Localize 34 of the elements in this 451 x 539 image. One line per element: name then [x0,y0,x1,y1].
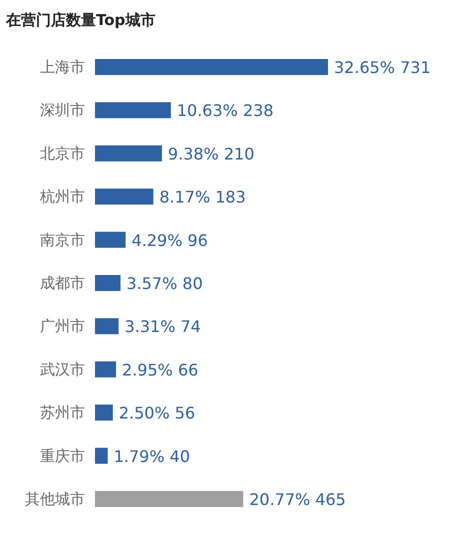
chart-title: 在营门店数量Top城市 [5,11,156,29]
y-tick-label: 广州市 [40,317,85,336]
data-label: 9.38% 210 [168,144,254,164]
bar [95,232,126,248]
bar [95,318,119,334]
y-tick-label: 深圳市 [40,101,85,120]
data-label: 32.65% 731 [334,58,431,77]
y-tick-label: 上海市 [40,58,85,76]
bar [95,102,171,118]
bar [95,448,108,464]
bar [95,404,113,421]
data-label: 4.29% 96 [132,230,208,250]
data-label: 1.79% 40 [114,446,190,466]
y-tick-label: 苏州市 [40,404,85,422]
data-label: 3.57% 80 [126,274,203,293]
data-label: 2.95% 66 [122,360,198,380]
data-label: 3.31% 74 [124,317,201,336]
y-tick-label: 南京市 [40,230,85,249]
data-label: 2.50% 56 [118,404,196,423]
bar [95,59,328,75]
bar [95,361,116,378]
data-label: 8.17% 183 [159,188,246,207]
bar [95,275,120,291]
bar [95,188,154,205]
y-tick-label: 重庆市 [40,446,85,465]
y-tick-label: 成都市 [40,274,85,292]
data-label: 20.77% 465 [249,490,346,509]
y-tick-label: 武汉市 [40,360,85,378]
bar [95,145,162,162]
y-tick-label: 北京市 [40,144,85,162]
y-tick-label: 杭州市 [39,188,85,206]
bar [95,491,244,507]
data-label: 10.63% 238 [176,101,274,120]
y-tick-label: 其他城市 [25,490,85,508]
